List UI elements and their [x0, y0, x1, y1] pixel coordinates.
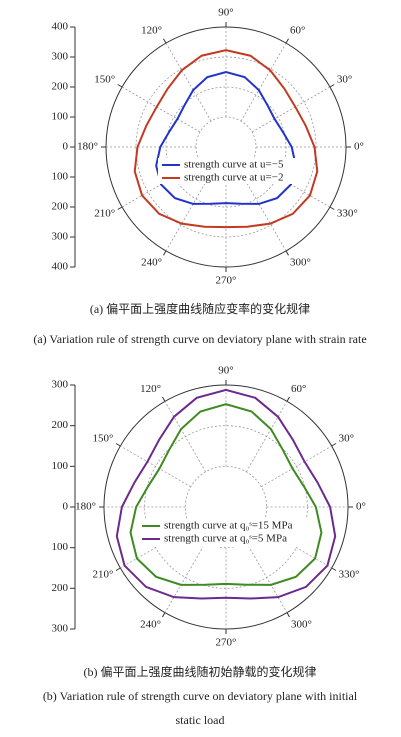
- theta-label: 120°: [141, 24, 162, 36]
- theta-label: 0°: [354, 141, 364, 153]
- y-tick-label: 100: [52, 171, 69, 183]
- theta-label: 30°: [337, 74, 352, 86]
- theta-label: 90°: [218, 7, 233, 19]
- theta-label: 210°: [93, 569, 114, 581]
- spoke: [245, 542, 288, 613]
- theta-label: 90°: [218, 365, 233, 377]
- caption: (a) 偏平面上强度曲线随应变率的变化规律: [90, 301, 310, 316]
- theta-label: 150°: [93, 433, 114, 445]
- caption: (a) Variation rule of strength curve on …: [33, 332, 366, 346]
- legend-box: [138, 519, 316, 547]
- theta-label: 120°: [140, 383, 161, 395]
- strength-curve: [129, 403, 323, 586]
- theta-label: 300°: [291, 618, 312, 630]
- spoke: [165, 172, 212, 252]
- theta-label: 240°: [140, 618, 161, 630]
- theta-label: 210°: [94, 208, 115, 220]
- theta-tick: [285, 38, 289, 44]
- theta-tick: [115, 443, 121, 447]
- theta-label: 60°: [291, 383, 306, 395]
- theta-label: 180°: [77, 141, 98, 153]
- strength-curve: [133, 49, 319, 229]
- theta-tick: [286, 396, 290, 402]
- theta-label: 270°: [216, 275, 237, 287]
- theta-tick: [329, 84, 335, 88]
- y-tick-label: 100: [52, 111, 69, 123]
- theta-tick: [115, 567, 121, 571]
- theta-label: 60°: [290, 24, 305, 36]
- theta-label: 150°: [94, 74, 115, 86]
- theta-label: 30°: [339, 433, 354, 445]
- spoke: [164, 401, 207, 472]
- theta-label: 330°: [337, 208, 358, 220]
- y-tick-label: 0: [63, 141, 69, 153]
- strength-curve: [115, 388, 337, 600]
- theta-tick: [163, 250, 167, 256]
- theta-label: 300°: [290, 257, 311, 269]
- spoke: [240, 172, 287, 252]
- theta-tick: [117, 84, 123, 88]
- theta-tick: [331, 443, 337, 447]
- legend-label: strength curve at q₀ˢ=5 MPa: [164, 533, 287, 545]
- theta-tick: [162, 396, 166, 402]
- y-tick-label: 200: [52, 201, 69, 213]
- theta-tick: [117, 206, 123, 210]
- theta-tick: [163, 38, 167, 44]
- theta-tick: [329, 206, 335, 210]
- y-tick-label: 0: [63, 501, 69, 513]
- y-tick-label: 400: [52, 261, 69, 273]
- theta-label: 270°: [216, 637, 237, 649]
- y-tick-label: 100: [52, 460, 69, 472]
- theta-tick: [286, 612, 290, 618]
- caption: (b) 偏平面上强度曲线随初始静载的变化规律: [84, 664, 317, 679]
- spoke: [164, 542, 207, 613]
- spoke: [245, 401, 288, 472]
- theta-tick: [331, 567, 337, 571]
- theta-tick: [162, 612, 166, 618]
- y-tick-label: 200: [52, 582, 69, 594]
- y-tick-label: 400: [52, 21, 69, 33]
- strength-curve: [155, 70, 297, 205]
- y-tick-label: 300: [52, 623, 69, 635]
- spoke: [120, 445, 191, 488]
- spoke: [165, 42, 212, 122]
- y-tick-label: 300: [52, 51, 69, 63]
- y-tick-label: 200: [52, 419, 69, 431]
- theta-label: 0°: [356, 501, 366, 513]
- spoke: [240, 42, 287, 122]
- spoke: [121, 86, 201, 133]
- y-tick-label: 100: [52, 541, 69, 553]
- y-tick-label: 300: [52, 379, 69, 391]
- theta-label: 180°: [75, 501, 96, 513]
- y-tick-label: 300: [52, 231, 69, 243]
- legend-label: strength curve at u=−5: [184, 159, 284, 171]
- spoke: [261, 445, 332, 488]
- y-tick-label: 200: [52, 81, 69, 93]
- caption: (b) Variation rule of strength curve on …: [43, 689, 358, 703]
- legend-label: strength curve at u=−2: [184, 172, 283, 184]
- legend-box: [158, 158, 300, 184]
- theta-label: 240°: [141, 257, 162, 269]
- spoke: [251, 86, 331, 133]
- theta-tick: [285, 250, 289, 256]
- legend-label: strength curve at q₀ˢ=15 MPa: [164, 520, 293, 532]
- theta-label: 330°: [339, 569, 360, 581]
- caption: static load: [176, 713, 225, 727]
